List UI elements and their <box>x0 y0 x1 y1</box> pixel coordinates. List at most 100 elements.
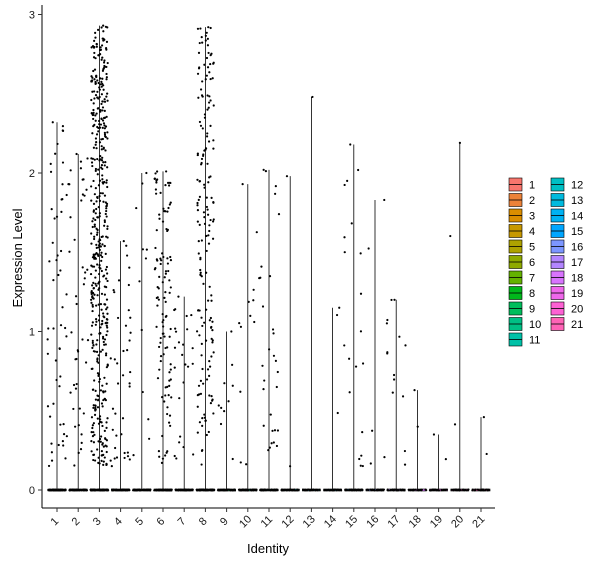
point <box>159 355 163 358</box>
point <box>105 277 108 280</box>
point <box>267 348 271 351</box>
point <box>102 84 105 87</box>
x-tick-label-17: 17 <box>386 513 403 530</box>
point <box>97 130 100 133</box>
point <box>99 48 103 51</box>
point <box>55 259 58 262</box>
point <box>50 442 53 445</box>
point <box>476 488 479 491</box>
point <box>101 453 105 457</box>
point <box>385 322 388 325</box>
point <box>105 450 108 454</box>
point <box>210 196 213 199</box>
point <box>97 240 100 243</box>
point <box>74 489 77 492</box>
point <box>206 66 210 69</box>
point <box>197 384 201 387</box>
point <box>169 201 172 204</box>
point <box>141 182 144 185</box>
point <box>182 445 185 449</box>
point <box>209 26 212 30</box>
point <box>91 341 94 344</box>
point <box>129 331 132 334</box>
point <box>90 232 93 235</box>
point <box>185 314 188 318</box>
point <box>52 327 55 330</box>
point <box>228 488 231 491</box>
point <box>101 119 105 122</box>
legend-label-1: 1 <box>529 180 535 192</box>
x-tick-label-15: 15 <box>343 513 360 530</box>
point <box>102 398 105 402</box>
point <box>212 139 215 142</box>
point <box>96 399 100 402</box>
point <box>126 348 129 352</box>
point <box>197 252 200 255</box>
point <box>103 488 106 491</box>
point <box>79 489 82 492</box>
point <box>318 489 321 491</box>
point <box>105 78 108 81</box>
point <box>169 378 172 381</box>
point <box>162 353 165 356</box>
point <box>206 94 209 97</box>
point <box>105 40 109 43</box>
point <box>211 77 214 80</box>
point <box>209 402 213 405</box>
point <box>196 405 199 408</box>
point <box>113 291 116 294</box>
point <box>105 181 108 184</box>
point <box>173 346 177 349</box>
point <box>100 323 103 326</box>
point <box>90 450 93 453</box>
point <box>98 266 101 269</box>
point <box>102 275 105 278</box>
point <box>252 299 255 302</box>
point <box>92 458 95 462</box>
point <box>79 447 83 451</box>
point <box>382 489 385 492</box>
point <box>366 489 369 491</box>
point <box>204 34 207 37</box>
point <box>99 350 102 353</box>
point <box>217 489 220 492</box>
point <box>403 463 407 466</box>
point <box>179 435 182 438</box>
point <box>273 429 277 432</box>
point <box>173 366 176 369</box>
point <box>231 457 234 461</box>
point <box>161 332 164 335</box>
point <box>104 354 108 357</box>
point <box>324 489 326 492</box>
point <box>199 273 202 276</box>
point <box>91 435 95 438</box>
point <box>90 112 94 115</box>
point <box>452 488 454 491</box>
point <box>166 210 169 213</box>
point <box>103 164 106 167</box>
point <box>49 162 52 165</box>
point <box>101 106 105 109</box>
point <box>159 191 162 194</box>
point <box>97 107 100 110</box>
legend-label-20: 20 <box>571 304 583 316</box>
point <box>59 249 63 253</box>
point <box>207 213 210 216</box>
point <box>46 405 50 408</box>
point <box>154 172 157 175</box>
point <box>105 333 108 337</box>
point <box>61 440 64 443</box>
point <box>190 313 193 317</box>
legend-label-12: 12 <box>571 180 583 192</box>
point <box>96 157 99 161</box>
point <box>74 358 77 361</box>
point <box>102 122 106 125</box>
point <box>50 208 53 211</box>
point <box>128 458 131 461</box>
point <box>167 184 171 187</box>
point <box>99 389 103 392</box>
point <box>271 488 274 491</box>
point <box>191 347 194 350</box>
point <box>93 158 96 161</box>
point <box>102 88 105 91</box>
